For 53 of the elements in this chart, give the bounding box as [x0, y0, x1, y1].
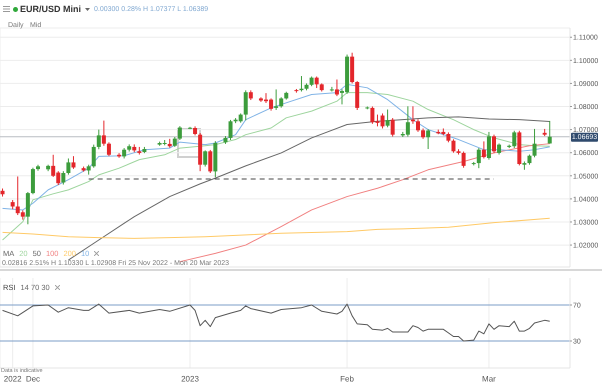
candlestick: [96, 129, 101, 150]
chart-title: EUR/USD Mini: [20, 4, 82, 14]
candlestick: [193, 126, 198, 136]
x-tick-label: 2022: [4, 374, 22, 384]
candlestick: [92, 144, 96, 168]
candlestick: [497, 142, 502, 156]
candlestick: [102, 120, 106, 146]
candlestick: [492, 134, 496, 154]
candlestick: [486, 131, 491, 160]
candlestick: [248, 90, 253, 101]
x-tick-label: 2023: [181, 374, 200, 384]
candlestick: [334, 78, 339, 97]
candlestick: [172, 136, 177, 148]
candlestick: [314, 76, 319, 89]
candlestick: [548, 120, 552, 144]
candlestick: [178, 126, 182, 140]
candlestick: [512, 130, 516, 149]
candlestick: [86, 164, 91, 176]
candlestick: [446, 132, 450, 143]
line-series: [2, 84, 550, 210]
candlestick: [310, 76, 314, 87]
candlestick: [228, 119, 233, 140]
candlestick: [299, 76, 304, 92]
candlestick: [106, 142, 111, 157]
candlestick: [10, 200, 15, 210]
candlestick: [122, 148, 126, 159]
candlestick: [421, 128, 426, 140]
candlestick: [61, 170, 66, 186]
candlestick: [462, 151, 466, 168]
x-tick-label: Mar: [482, 374, 496, 384]
candlestick: [482, 140, 486, 159]
x-tick-label: Feb: [340, 374, 355, 384]
candlestick: [451, 138, 456, 154]
line-series: [2, 218, 550, 239]
candlestick: [390, 118, 395, 138]
candlestick: [26, 191, 30, 225]
candlestick: [527, 154, 532, 166]
line-series: [2, 92, 550, 240]
candlestick: [279, 96, 284, 108]
line-series: [2, 304, 550, 342]
candlestick: [416, 118, 420, 132]
candlestick: [208, 149, 212, 174]
candlestick: [476, 148, 481, 169]
candlestick: [532, 128, 537, 158]
candlestick: [203, 150, 208, 168]
candlestick: [386, 109, 390, 128]
candlestick: [274, 88, 278, 110]
candlestick: [244, 90, 248, 121]
candlestick: [426, 128, 430, 150]
x-tick-label: Dec: [26, 374, 40, 384]
candlestick: [410, 106, 415, 124]
candlestick: [71, 156, 76, 170]
candlestick: [66, 158, 70, 176]
